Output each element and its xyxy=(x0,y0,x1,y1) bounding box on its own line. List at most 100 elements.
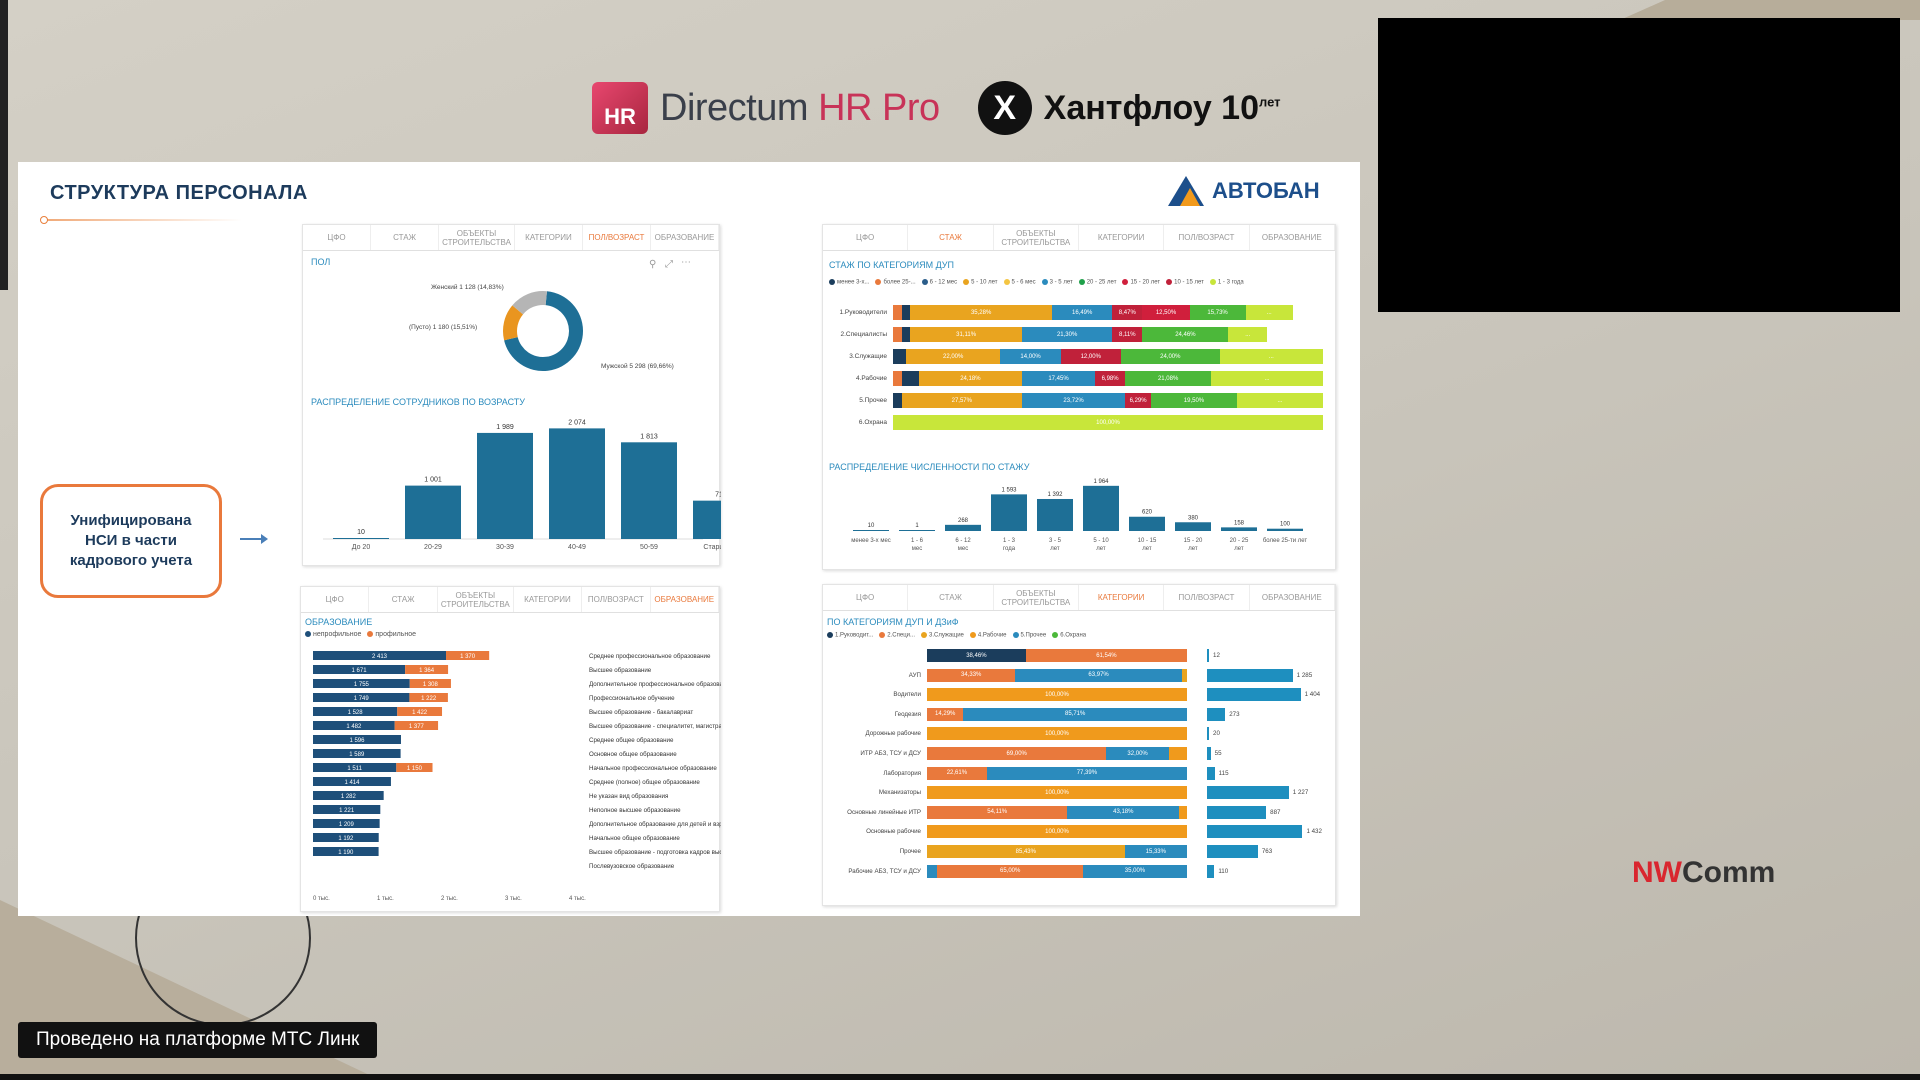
edu-value-a: 1 190 xyxy=(338,850,354,856)
category-row-bar: 100,00% xyxy=(927,727,1187,741)
category-segment xyxy=(1181,668,1187,682)
tab-5[interactable]: ОБРАЗОВАНИЕ xyxy=(651,587,719,612)
category-segment: 63,97% xyxy=(1015,668,1182,682)
tab-5[interactable]: ОБРАЗОВАНИЕ xyxy=(1250,225,1335,250)
stazh-value-label: 100 xyxy=(1280,522,1291,528)
tab-2[interactable]: ОБЪЕКТЫ СТРОИТЕЛЬСТВА xyxy=(439,225,515,250)
huntflow-logo-icon: X xyxy=(977,81,1032,135)
tab-4[interactable]: ПОЛ/ВОЗРАСТ xyxy=(1164,585,1250,610)
company-name: АВТОБАН xyxy=(1212,178,1320,203)
category-count-bar xyxy=(1207,825,1303,839)
category-row-bar: 22,61% 77,39% xyxy=(927,766,1187,780)
tab-1[interactable]: СТАЖ xyxy=(371,225,440,250)
stazh-segment: 23,72% xyxy=(1021,393,1126,408)
age-value-label: 719 xyxy=(715,492,721,499)
category-count-bar xyxy=(1207,747,1211,760)
edu-value-a: 1 749 xyxy=(354,696,370,702)
avtoban-logo: АВТОБАН xyxy=(1168,176,1320,206)
expand-icon[interactable]: ⤢ xyxy=(665,259,673,270)
category-count-label: 1 404 xyxy=(1304,691,1321,699)
stazh-value-label: 10 xyxy=(868,523,875,529)
stazh-segment xyxy=(893,305,902,320)
edu-value-a: 1 209 xyxy=(339,822,355,828)
category-segment: 14,29% xyxy=(927,707,964,721)
stazh-row-label: 1.Руководители xyxy=(839,309,887,316)
stazh-row-label: 4.Рабочие xyxy=(856,375,887,382)
edu-row-label: Среднее (полное) общее образование xyxy=(589,779,700,786)
callout-text: Унифицирована НСИ в части кадрового учет… xyxy=(69,512,193,569)
age-bar-chart: 10 До 20 1 001 20-29 1 989 30-39 2 074 40-49 1 8… xyxy=(323,419,721,551)
more-icon[interactable]: ⋯ xyxy=(681,257,691,268)
stazh-segment: 24,00% xyxy=(1120,349,1220,364)
tab-3[interactable]: КАТЕГОРИИ xyxy=(1079,585,1165,610)
stazh-bar xyxy=(1221,527,1257,531)
stazh-segment: 31,11% xyxy=(910,327,1022,342)
category-count-bar xyxy=(1207,864,1215,878)
edu-axis-tick: 2 тыс. xyxy=(441,896,458,902)
stazh-tick-label: более 25-ти лет xyxy=(1263,538,1308,544)
edu-bar-a xyxy=(313,777,391,786)
stazh-segment xyxy=(893,393,902,408)
category-segment xyxy=(1168,747,1187,760)
tab-1[interactable]: СТАЖ xyxy=(908,585,994,610)
edu-row-label: Высшее образование xyxy=(589,667,652,674)
stazh-segment: 12,00% xyxy=(1060,349,1121,364)
age-bar xyxy=(621,442,677,539)
edu-bar-b xyxy=(397,707,443,716)
legend-item: 6 - 12 мес xyxy=(921,279,957,286)
stazh-segment: 21,30% xyxy=(1021,327,1113,342)
stazh-tick-label: лет xyxy=(1142,546,1152,552)
title-underline xyxy=(42,219,242,221)
tab-5[interactable]: ОБРАЗОВАНИЕ xyxy=(1250,585,1335,610)
category-segment: 77,39% xyxy=(986,766,1187,780)
category-segment: 22,61% xyxy=(927,766,987,780)
speaker-video[interactable] xyxy=(1378,18,1900,312)
stazh-segment: ... xyxy=(1211,371,1323,386)
filter-icon[interactable]: ⚲ xyxy=(649,259,657,270)
tab-5[interactable]: ОБРАЗОВАНИЕ xyxy=(651,225,720,250)
legend-item: 2.Специ... xyxy=(879,632,915,639)
tab-4[interactable]: ПОЛ/ВОЗРАСТ xyxy=(583,225,651,250)
category-count-label: 273 xyxy=(1229,710,1240,718)
edu-bar-b xyxy=(446,651,490,660)
edu-value-a: 1 511 xyxy=(347,766,362,772)
category-row-bar: 69,00% 32,00% xyxy=(927,747,1187,760)
tab-0[interactable]: ЦФО xyxy=(301,587,370,612)
tab-0[interactable]: ЦФО xyxy=(823,225,909,250)
stazh-tick-label: 5 - 10 xyxy=(1093,538,1109,544)
category-count-label: 1 432 xyxy=(1306,828,1322,836)
stazh-tick-label: 1 - 3 xyxy=(1003,538,1016,544)
stazh-segment: ... xyxy=(1228,327,1268,342)
stazh-value-label: 1 964 xyxy=(1093,479,1109,485)
stazh-value-label: 268 xyxy=(958,518,969,524)
edu-value-a: 1 528 xyxy=(348,710,364,716)
slide-title: СТРУКТУРА ПЕРСОНАЛА xyxy=(50,182,308,204)
legend-item: профильное xyxy=(367,631,416,638)
tab-2[interactable]: ОБЪЕКТЫ СТРОИТЕЛЬСТВА xyxy=(994,225,1079,250)
tab-4[interactable]: ПОЛ/ВОЗРАСТ xyxy=(1164,225,1250,250)
tab-0[interactable]: ЦФО xyxy=(823,585,909,610)
stazh-segment xyxy=(893,327,902,342)
tab-1[interactable]: СТАЖ xyxy=(369,587,438,612)
tab-3[interactable]: КАТЕГОРИИ xyxy=(1079,225,1165,250)
edu-row-label: Начальное общее образование xyxy=(589,835,680,842)
legend-item: 3 - 5 лет xyxy=(1041,279,1073,286)
tab-1[interactable]: СТАЖ xyxy=(908,225,994,250)
stazh-tick-label: мес xyxy=(958,546,968,552)
tab-3[interactable]: КАТЕГОРИИ xyxy=(515,225,583,250)
edu-value-a: 1 414 xyxy=(344,780,360,786)
stazh-segment: 14,00% xyxy=(1000,349,1061,364)
stazh-bar xyxy=(1129,516,1165,531)
stazh-segment: 6,29% xyxy=(1125,393,1151,408)
gender-title: ПОЛ xyxy=(311,257,331,267)
tab-0[interactable]: ЦФО xyxy=(303,225,372,250)
category-segment: 38,46% xyxy=(927,649,1026,662)
tab-4[interactable]: ПОЛ/ВОЗРАСТ xyxy=(582,587,651,612)
tab-2[interactable]: ОБЪЕКТЫ СТРОИТЕЛЬСТВА xyxy=(438,587,514,612)
stazh-tick-label: года xyxy=(1003,546,1016,552)
tab-2[interactable]: ОБЪЕКТЫ СТРОИТЕЛЬСТВА xyxy=(994,585,1079,610)
stazh-segment: 17,45% xyxy=(1021,371,1096,386)
stazh-value-label: 620 xyxy=(1142,510,1153,516)
tab-3[interactable]: КАТЕГОРИИ xyxy=(514,587,583,612)
category-row-bar: 14,29% 85,71% xyxy=(927,707,1187,721)
